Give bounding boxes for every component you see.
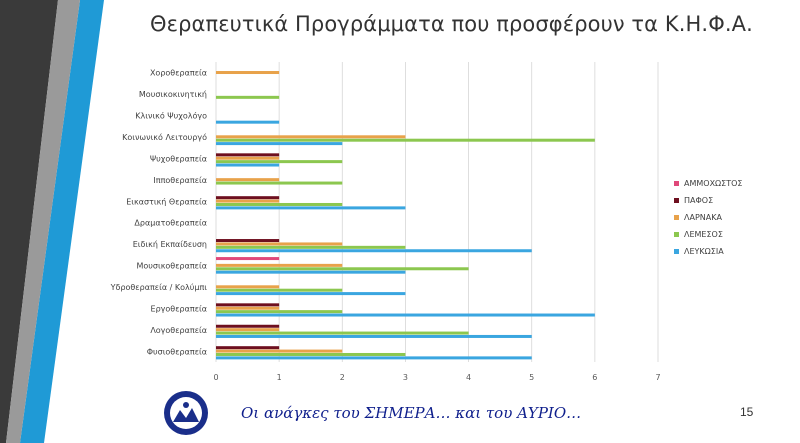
x-tick-label: 3 <box>403 373 408 382</box>
organization-logo <box>164 391 208 435</box>
bar <box>216 270 406 274</box>
legend-swatch <box>674 181 679 186</box>
bar <box>216 160 343 164</box>
blue-stripe <box>20 0 104 443</box>
slide-title: Θεραπευτικά Προγράμματα που προσφέρουν τ… <box>150 12 753 36</box>
page-number: 15 <box>740 405 754 419</box>
bar <box>216 310 343 314</box>
gray-stripe <box>6 0 80 443</box>
bar <box>216 328 280 332</box>
bar <box>216 142 343 146</box>
dark-stripe <box>0 0 58 443</box>
category-label: Εικαστική Θεραπεία <box>126 197 207 206</box>
category-label: Ειδική Εκπαίδευση <box>133 240 207 249</box>
category-label: Μουσικοκινητική <box>139 90 207 99</box>
bar <box>216 95 280 99</box>
bar <box>216 306 280 310</box>
legend-swatch <box>674 198 679 203</box>
bar <box>216 263 343 267</box>
bar <box>216 249 532 253</box>
category-label: Φυσιοθεραπεία <box>147 347 207 356</box>
logo-head <box>183 402 189 408</box>
legend-swatch <box>674 232 679 237</box>
legend-swatch <box>674 215 679 220</box>
bar <box>216 356 532 360</box>
bar <box>216 352 406 356</box>
logo-inner-disc <box>170 397 202 429</box>
legend-label: ΛΑΡΝΑΚΑ <box>684 213 722 222</box>
bar <box>216 153 280 157</box>
bar <box>216 334 532 338</box>
category-label: Μουσικοθεραπεία <box>136 262 207 271</box>
logo-people-figure <box>173 408 199 422</box>
bar <box>216 181 343 185</box>
bar <box>216 331 469 335</box>
category-label: Ιπποθεραπεία <box>153 176 207 185</box>
x-tick-label: 0 <box>213 373 218 382</box>
bar <box>216 257 280 261</box>
bar <box>216 202 343 206</box>
bars-layer <box>216 71 595 360</box>
category-label: Λογοθεραπεία <box>150 326 207 335</box>
bar <box>216 163 280 167</box>
x-tick-label: 6 <box>592 373 597 382</box>
bar <box>216 206 406 210</box>
bar <box>216 313 595 317</box>
category-labels: Χοροθεραπεία Μουσικοκινητική Κλινικό Ψυχολ… <box>110 69 208 357</box>
category-label: Δραματοθεραπεία <box>134 219 207 228</box>
x-tick-label: 2 <box>340 373 345 382</box>
bar <box>216 178 280 182</box>
bar <box>216 120 280 124</box>
x-tick-label: 1 <box>277 373 282 382</box>
category-label: Υδροθεραπεία / Κολύμπι <box>110 282 208 292</box>
bar <box>216 288 343 292</box>
legend: ΑΜΜΟΧΩΣΤΟΣ ΠΑΦΟΣ ΛΑΡΝΑΚΑ ΛΕΜΕΣΟΣ ΛΕΥΚΩΣΙΑ <box>674 179 742 256</box>
legend-label: ΑΜΜΟΧΩΣΤΟΣ <box>684 179 742 188</box>
legend-label: ΛΕΥΚΩΣΙΑ <box>684 247 724 256</box>
bar <box>216 245 406 249</box>
x-tick-label: 4 <box>466 373 471 382</box>
x-tick-label: 5 <box>529 373 534 382</box>
x-tick-label: 7 <box>655 373 660 382</box>
category-label: Κοινωνικό Λειτουργό <box>122 132 207 142</box>
legend-label: ΠΑΦΟΣ <box>684 196 713 205</box>
bar <box>216 138 595 142</box>
x-tick-labels: 0 1 2 3 4 5 6 7 <box>213 373 660 382</box>
bar <box>216 285 280 289</box>
bar <box>216 346 280 350</box>
grid-layer <box>215 62 659 362</box>
bar <box>216 71 280 75</box>
legend-label: ΛΕΜΕΣΟΣ <box>684 230 723 239</box>
bar <box>216 239 280 243</box>
bar <box>216 267 469 271</box>
category-label: Εργοθεραπεία <box>151 304 207 313</box>
bar <box>216 324 280 328</box>
footer-slogan: Οι ανάγκες του ΣΗΜΕΡΑ… και του ΑΥΡΙΟ… <box>241 404 582 422</box>
category-label: Ψυχοθεραπεία <box>150 154 207 163</box>
category-label: Κλινικό Ψυχολόγο <box>135 111 207 121</box>
bar <box>216 196 280 200</box>
bar <box>216 292 406 296</box>
category-label: Χοροθεραπεία <box>150 69 207 78</box>
bar <box>216 242 343 246</box>
bar <box>216 199 280 203</box>
bar <box>216 156 280 160</box>
bar <box>216 303 280 307</box>
bar <box>216 135 406 139</box>
legend-swatch <box>674 249 679 254</box>
bar <box>216 349 343 353</box>
